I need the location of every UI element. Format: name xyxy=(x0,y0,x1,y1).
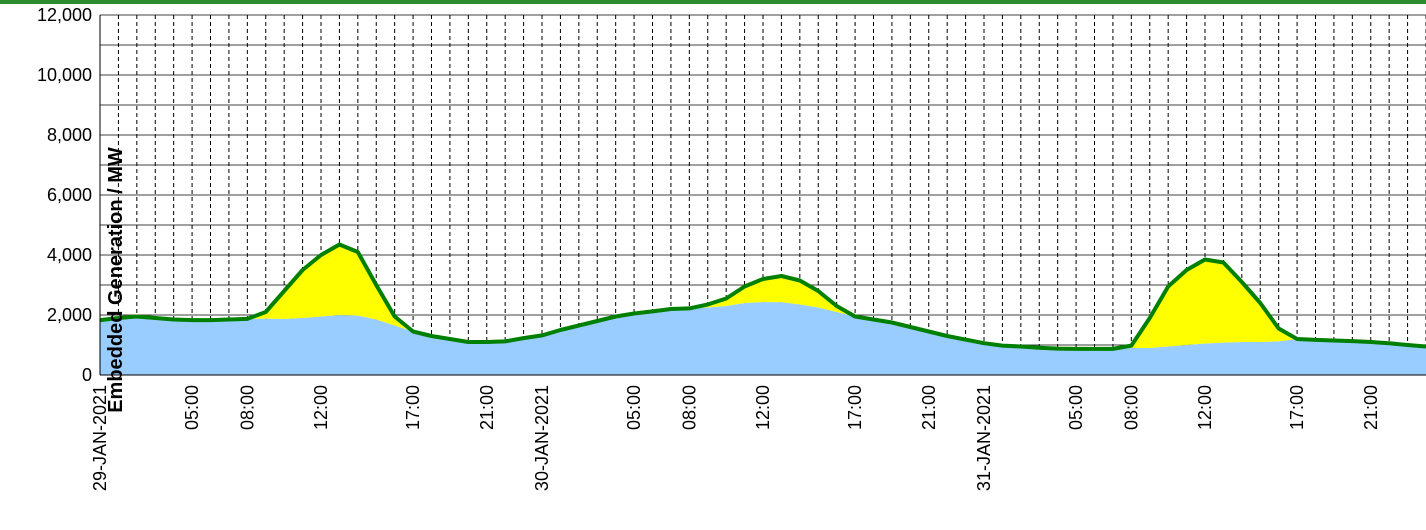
y-tick-label: 12,000 xyxy=(37,5,92,25)
areas xyxy=(99,242,1426,375)
y-tick-label: 6,000 xyxy=(47,185,92,205)
x-tick-label: 17:00 xyxy=(845,385,865,430)
y-tick-label: 4,000 xyxy=(47,245,92,265)
x-tick-label: 05:00 xyxy=(182,385,202,430)
top-strip xyxy=(0,0,1426,4)
x-tick-label: 12:00 xyxy=(1195,385,1215,430)
x-tick-label: 21:00 xyxy=(919,385,939,430)
y-tick-label: 2,000 xyxy=(47,305,92,325)
x-tick-label: 21:00 xyxy=(477,385,497,430)
y-tick-label: 0 xyxy=(82,365,92,385)
x-tick-label: 05:00 xyxy=(1066,385,1086,430)
x-tick-label: 30-JAN-2021 xyxy=(532,385,552,491)
x-tick-label: 08:00 xyxy=(679,385,699,430)
x-tick-label: 29-JAN-2021 xyxy=(90,385,110,491)
x-tick-label: 08:00 xyxy=(1121,385,1141,430)
x-tick-label: 17:00 xyxy=(403,385,423,430)
y-tick-label: 8,000 xyxy=(47,125,92,145)
x-tick-label: 08:00 xyxy=(237,385,257,430)
total-line xyxy=(99,242,1426,351)
y-tick-label: 10,000 xyxy=(37,65,92,85)
x-tick-label: 31-JAN-2021 xyxy=(974,385,994,491)
x-tick-label: 21:00 xyxy=(1361,385,1381,430)
x-tick-label: 05:00 xyxy=(624,385,644,430)
area xyxy=(100,244,1426,349)
x-tick-label: 17:00 xyxy=(1287,385,1307,430)
x-tick-label: 12:00 xyxy=(311,385,331,430)
y-axis-title: Embedded Generation / MW xyxy=(105,147,127,413)
labels: 0 2,000 4,000 6,000 8,000 10,000 12,000 29-JAN-… xyxy=(37,5,1426,491)
x-tick-label: 12:00 xyxy=(753,385,773,430)
area xyxy=(100,302,1426,375)
